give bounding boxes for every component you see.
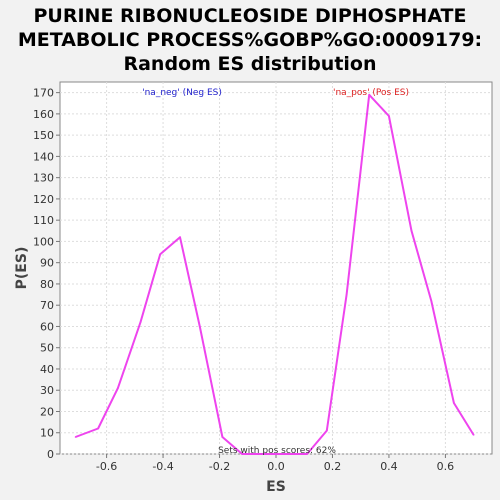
x-tick-label: 0.6: [437, 460, 455, 473]
y-axis-ticks: 0 10 20 30 40 50 60 70 80 90 100 110 120 130 140 150 160…: [33, 87, 60, 461]
data-point: [117, 387, 119, 389]
y-tick-label: 90: [40, 257, 54, 270]
y-tick-label: 80: [40, 278, 54, 291]
data-point: [430, 300, 433, 302]
y-tick-label: 140: [33, 150, 54, 163]
data-point: [326, 429, 328, 432]
y-axis-label: P(ES): [14, 247, 30, 290]
pos-scores-footer: Sets with pos scores: 62%: [218, 446, 336, 456]
x-tick-label: -0.2: [209, 460, 230, 473]
data-point: [306, 453, 308, 455]
x-axis-label: ES: [266, 479, 286, 495]
data-point: [139, 321, 142, 324]
series-points: [74, 93, 475, 455]
data-point: [388, 115, 390, 117]
x-tick-label: -0.6: [96, 460, 117, 473]
y-tick-label: 130: [33, 172, 54, 185]
x-tick-label: 0.2: [324, 460, 342, 473]
chart-title-line-3: Random ES distribution: [123, 53, 376, 75]
grid-lines: [60, 82, 492, 455]
y-tick-label: 70: [40, 299, 54, 312]
data-point: [198, 325, 201, 328]
y-tick-label: 0: [47, 448, 54, 461]
y-tick-label: 160: [33, 108, 54, 121]
data-point: [74, 436, 77, 438]
data-point: [179, 236, 181, 238]
data-point: [345, 293, 348, 296]
chart-title-line-1: PURINE RIBONUCLEOSIDE DIPHOSPHATE: [33, 5, 466, 27]
x-tick-label: 0.4: [380, 460, 398, 473]
y-tick-label: 120: [33, 193, 54, 206]
y-tick-label: 40: [40, 363, 54, 376]
data-point: [472, 434, 475, 436]
x-tick-label: 0.0: [267, 460, 285, 473]
x-axis-ticks: -0.6 -0.4 -0.2 0.0 0.2 0.4 0.6: [96, 454, 454, 473]
y-tick-label: 50: [40, 342, 54, 355]
y-tick-label: 150: [33, 129, 54, 142]
data-point: [241, 453, 243, 455]
y-tick-label: 30: [40, 384, 54, 397]
chart-title-line-2: METABOLIC PROCESS%GOBP%GO:0009179:: [18, 29, 482, 51]
y-tick-label: 20: [40, 405, 54, 418]
data-point: [263, 453, 266, 455]
y-tick-label: 10: [40, 427, 54, 440]
data-point: [368, 93, 370, 96]
neg-es-label: 'na_neg' (Neg ES): [142, 88, 222, 98]
data-point: [97, 427, 99, 430]
data-point: [453, 402, 455, 404]
series-line-es: [75, 93, 475, 455]
y-tick-label: 110: [33, 214, 54, 227]
y-tick-label: 170: [33, 87, 54, 100]
y-tick-label: 60: [40, 320, 54, 333]
data-point: [410, 230, 413, 232]
y-tick-label: 100: [33, 235, 54, 248]
data-point: [286, 453, 289, 455]
x-tick-label: -0.4: [152, 460, 173, 473]
pos-es-label: 'na_pos' (Pos ES): [333, 88, 409, 98]
data-point: [159, 253, 162, 255]
data-point: [221, 436, 224, 438]
